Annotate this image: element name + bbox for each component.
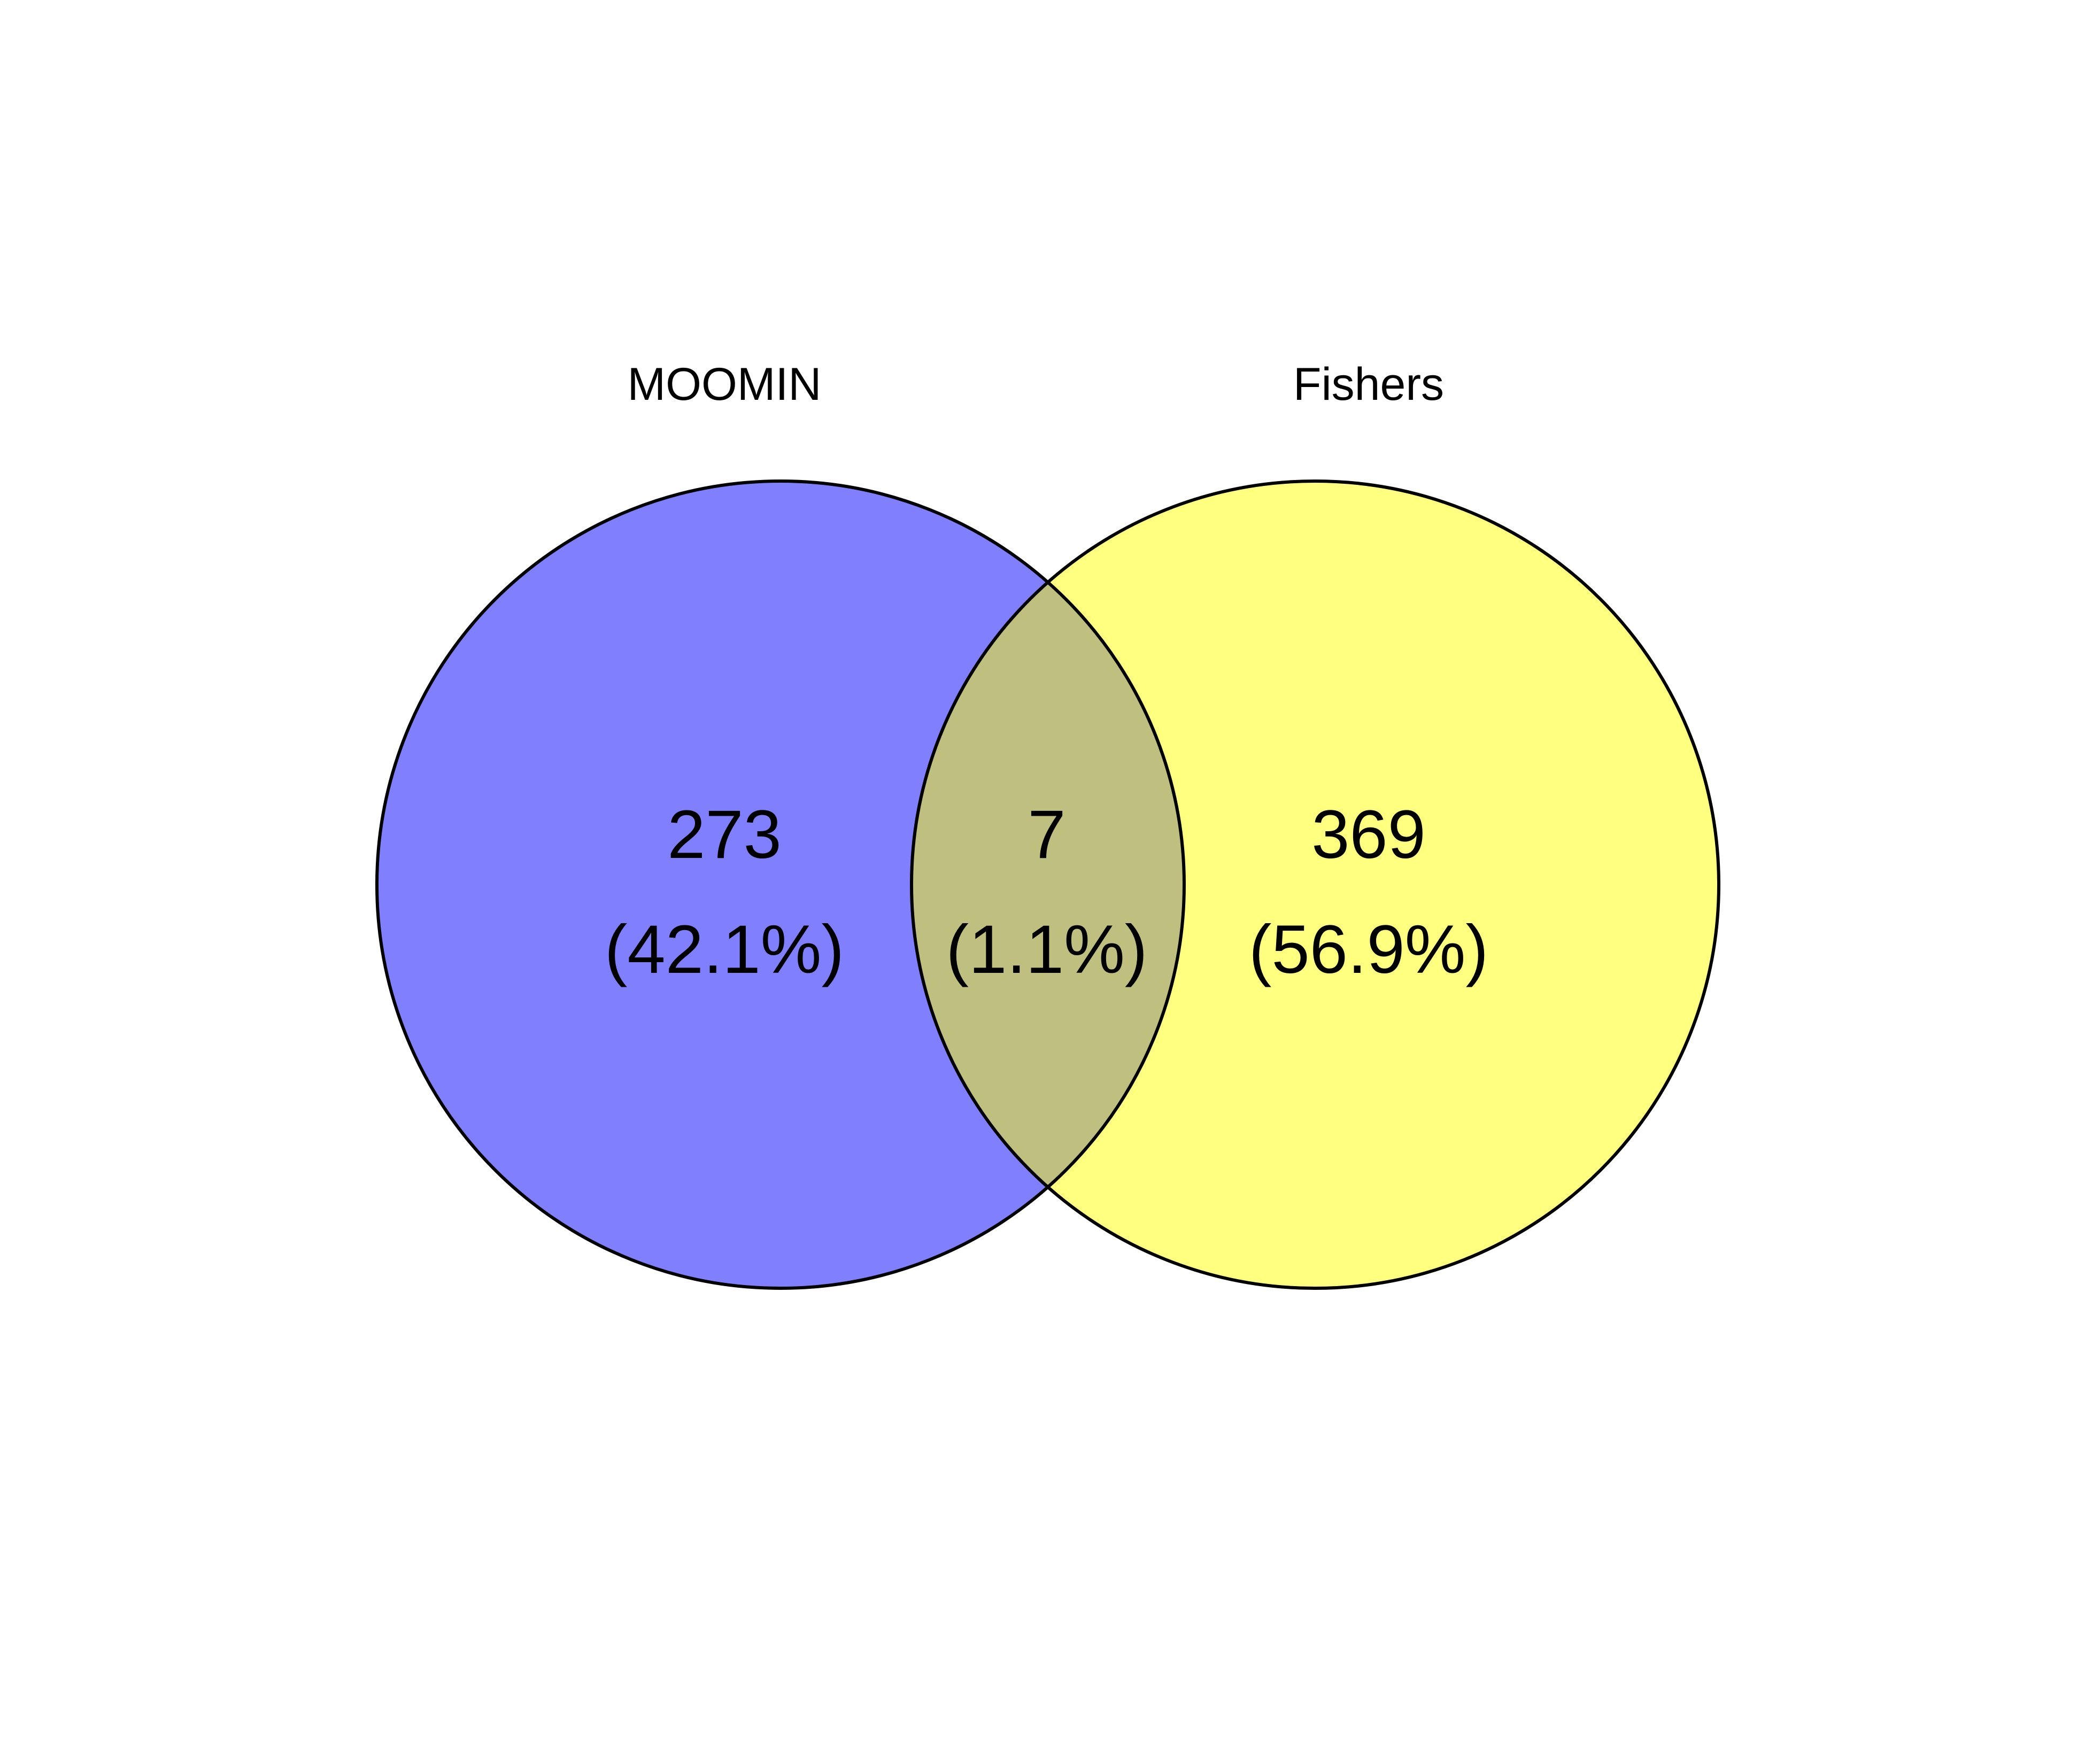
fishers-set-label: Fishers bbox=[1293, 359, 1444, 410]
right-only-count: 369 bbox=[1311, 796, 1426, 873]
overlap-percent: (1.1%) bbox=[946, 911, 1148, 988]
left-only-count: 273 bbox=[667, 796, 782, 873]
fishers-circle-outline bbox=[910, 479, 1720, 1290]
moomin-circle-outline bbox=[375, 479, 1186, 1290]
right-only-percent: (56.9%) bbox=[1249, 911, 1488, 988]
overlap-count: 7 bbox=[1028, 796, 1065, 873]
moomin-set-label: MOOMIN bbox=[627, 359, 821, 410]
left-only-percent: (42.1%) bbox=[605, 911, 844, 988]
overlap-region bbox=[912, 481, 1184, 1288]
